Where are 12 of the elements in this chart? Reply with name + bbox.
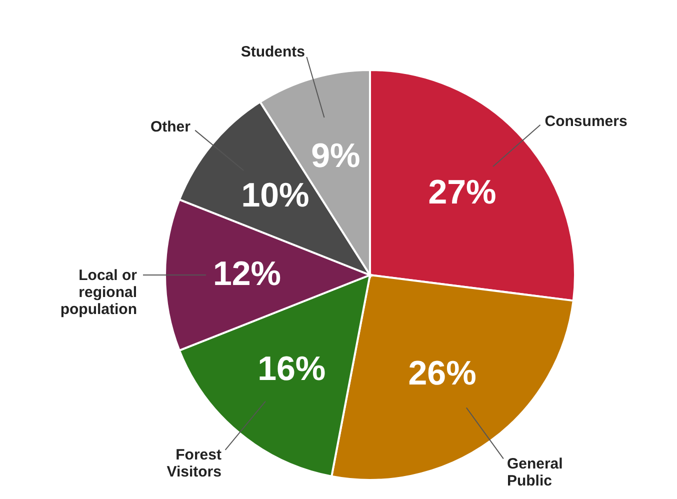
slice-label: Local or regional population bbox=[60, 267, 138, 318]
slice-label: Other bbox=[150, 118, 191, 136]
data-label: 9% bbox=[311, 136, 360, 175]
data-label: 10% bbox=[241, 176, 310, 215]
data-label: 26% bbox=[408, 354, 476, 393]
slice-label: Consumers bbox=[544, 112, 628, 130]
slice-label: Students bbox=[240, 43, 305, 60]
data-label: 27% bbox=[428, 174, 496, 212]
data-label: 16% bbox=[258, 350, 326, 388]
data-label: 12% bbox=[212, 255, 282, 293]
slice-label: Forest Visitors bbox=[166, 446, 222, 481]
slice-label: General Public bbox=[506, 456, 563, 490]
